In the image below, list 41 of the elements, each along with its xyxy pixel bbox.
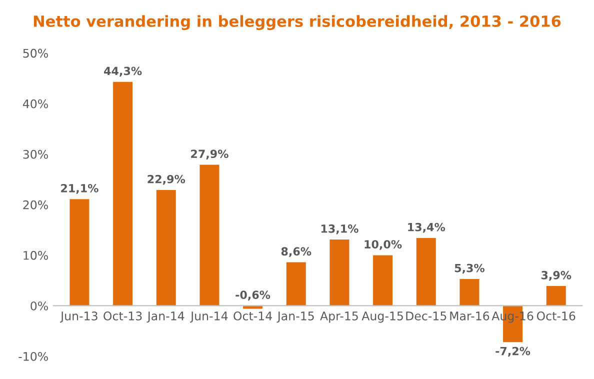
x-tick-label: Oct-13: [104, 311, 142, 320]
x-tick-label: Dec-15: [406, 312, 446, 320]
y-tick-label: 30%: [23, 150, 48, 159]
x-tick-label: Jan-14: [146, 312, 184, 323]
bar: [113, 82, 133, 306]
x-tick-label: Jun-13: [60, 311, 98, 323]
bar: [286, 262, 306, 306]
y-tick-label: 50%: [23, 48, 48, 58]
data-label: -0,6%: [236, 290, 270, 300]
x-tick-label: Jan-15: [276, 312, 314, 323]
bar: [70, 199, 90, 306]
data-label: 13,1%: [321, 224, 358, 234]
y-tick-label: 10%: [24, 250, 48, 260]
bar: [156, 190, 176, 306]
data-label: 8,6%: [281, 247, 312, 257]
x-tick-label: Jun-14: [190, 312, 228, 323]
data-label: 44,3%: [104, 66, 142, 77]
bar: [460, 278, 480, 306]
y-tick-label: 40%: [22, 99, 48, 108]
data-label: -7,2%: [496, 346, 530, 357]
x-tick-label: Oct-14: [234, 311, 272, 320]
bar: [373, 255, 393, 306]
data-label: 21,1%: [61, 184, 98, 194]
data-label: 13,4%: [408, 222, 446, 233]
data-label: 5,3%: [454, 264, 485, 274]
x-tick-label: Apr-15: [320, 312, 358, 323]
y-tick-label: -10%: [18, 352, 48, 361]
y-tick-label: 20%: [23, 200, 48, 210]
x-tick-label: Aug-15: [362, 312, 403, 323]
data-label: 3,9%: [541, 270, 572, 281]
bar: [330, 240, 350, 306]
data-label: 27,9%: [191, 150, 228, 160]
x-tick-label: Mar-16: [450, 311, 490, 320]
y-tick-label: 0%: [30, 301, 48, 310]
bar: [200, 164, 220, 306]
data-label: 10,0%: [364, 240, 402, 250]
x-tick-label: Oct-16: [536, 311, 576, 320]
data-label: 22,9%: [148, 174, 186, 185]
bar: [546, 286, 566, 306]
chart-title: Netto verandering in beleggers risicobereidheid, 2013 - 2016: [34, 15, 561, 30]
bar: [416, 238, 436, 306]
